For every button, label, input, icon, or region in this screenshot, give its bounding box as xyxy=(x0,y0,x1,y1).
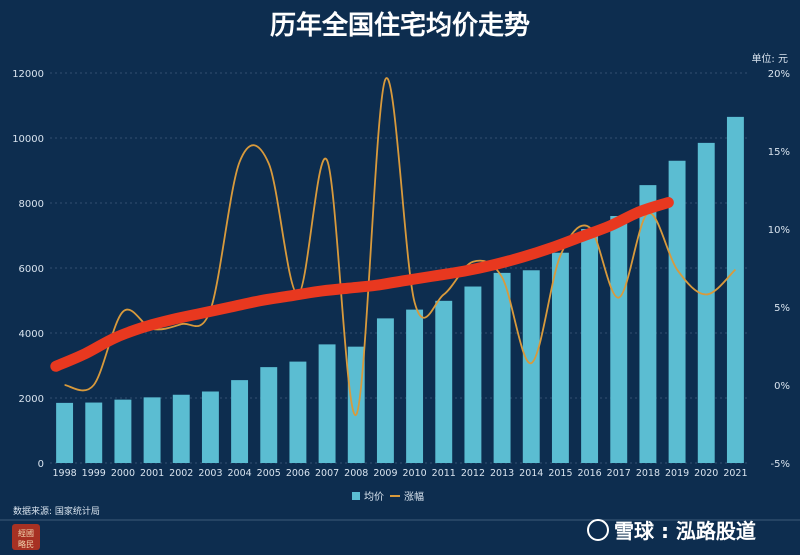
x-axis-tick-label: 2018 xyxy=(636,468,660,479)
bar xyxy=(56,402,74,463)
bar xyxy=(668,160,686,463)
bar xyxy=(493,272,511,463)
left-axis-tick-label: 0 xyxy=(38,459,44,470)
bar xyxy=(551,252,569,463)
right-axis-tick-label: 20% xyxy=(768,69,790,80)
trend-line xyxy=(50,196,674,372)
bar xyxy=(522,270,540,463)
bar xyxy=(639,185,657,463)
x-axis-tick-label: 2009 xyxy=(373,468,397,479)
x-axis-tick-label: 2014 xyxy=(519,468,543,479)
legend-item-growth: 涨幅 xyxy=(404,490,424,503)
watermark-text: 雪球 : 泓路股道 xyxy=(614,519,756,543)
bar xyxy=(114,399,132,463)
left-axis-tick-label: 6000 xyxy=(19,264,44,275)
unit-label: 单位: 元 xyxy=(751,52,788,65)
bar xyxy=(464,286,482,463)
x-axis-tick-label: 2010 xyxy=(402,468,426,479)
bar xyxy=(143,397,161,463)
left-axis-tick-label: 2000 xyxy=(19,394,44,405)
x-axis-tick-label: 2016 xyxy=(577,468,601,479)
right-axis-tick-label: 5% xyxy=(774,303,790,314)
bar xyxy=(435,300,453,463)
left-axis-tick-label: 4000 xyxy=(19,329,44,340)
x-axis-tick-label: 2015 xyxy=(548,468,572,479)
bar xyxy=(231,380,249,463)
x-axis-tick-label: 2006 xyxy=(286,468,310,479)
right-axis-ticks: -5% 0% 5% 10% 15% 20% xyxy=(768,69,790,470)
right-axis-tick-label: -5% xyxy=(771,459,790,470)
bar xyxy=(318,344,336,463)
left-axis-tick-label: 12000 xyxy=(12,69,44,80)
gridlines xyxy=(50,72,750,464)
x-axis-tick-label: 2017 xyxy=(607,468,631,479)
bar xyxy=(697,142,715,463)
x-axis-tick-label: 2003 xyxy=(198,468,222,479)
hand-drawn-trend-stroke xyxy=(50,196,674,372)
logo-seal xyxy=(12,524,40,550)
bar xyxy=(581,229,599,463)
bar xyxy=(85,402,103,463)
data-source-note: 数据来源: 国家统计局 xyxy=(13,505,100,517)
x-axis-tick-label: 2020 xyxy=(694,468,718,479)
snowball-logo-icon xyxy=(587,519,609,541)
legend-bar-swatch xyxy=(352,492,360,500)
bar-series xyxy=(56,116,744,463)
x-axis-tick-label: 2005 xyxy=(257,468,281,479)
right-axis-tick-label: 0% xyxy=(774,381,790,392)
bar xyxy=(201,391,219,463)
right-axis-tick-label: 10% xyxy=(768,225,790,236)
chart-title: 历年全国住宅均价走势 xyxy=(270,10,530,41)
bar xyxy=(726,116,744,463)
bar xyxy=(347,346,365,463)
left-axis-tick-label: 8000 xyxy=(19,199,44,210)
x-axis-tick-label: 2007 xyxy=(315,468,339,479)
growth-line-series xyxy=(64,77,737,416)
growth-line xyxy=(64,77,737,416)
bar xyxy=(260,367,278,463)
logo-line-2: 略民 xyxy=(18,539,34,549)
x-axis-tick-label: 2011 xyxy=(432,468,456,479)
x-axis-tick-label: 2000 xyxy=(111,468,135,479)
x-axis-tick-label: 2013 xyxy=(490,468,514,479)
x-axis-tick-label: 2002 xyxy=(169,468,193,479)
bar xyxy=(406,309,424,463)
x-axis-tick-label: 2004 xyxy=(227,468,251,479)
x-axis-tick-label: 2008 xyxy=(344,468,368,479)
legend-item-price: 均价 xyxy=(364,491,384,503)
bar xyxy=(172,394,190,463)
bar xyxy=(289,361,307,463)
x-axis-tick-label: 2001 xyxy=(140,468,164,479)
legend: 均价 涨幅 xyxy=(352,490,424,503)
logo-line-1: 經國 xyxy=(18,528,34,538)
x-axis-tick-label: 2019 xyxy=(665,468,689,479)
bar xyxy=(610,216,628,463)
x-axis-tick-label: 1999 xyxy=(82,468,106,479)
left-axis-tick-label: 10000 xyxy=(12,134,44,145)
left-axis-ticks: 0 2000 4000 6000 8000 10000 12000 xyxy=(12,69,44,470)
right-axis-tick-label: 15% xyxy=(768,147,790,158)
x-axis-tick-label: 2012 xyxy=(461,468,485,479)
x-axis-tick-label: 1998 xyxy=(52,468,76,479)
watermark: 雪球 : 泓路股道 xyxy=(587,519,756,543)
x-axis-tick-label: 2021 xyxy=(723,468,747,479)
bar xyxy=(376,318,394,463)
x-axis-ticks: 1998 1999 2000 2001 2002 2003 2004 2005 2006 2007… xyxy=(52,468,747,479)
publisher-logo: 經國 略民 xyxy=(12,524,40,550)
